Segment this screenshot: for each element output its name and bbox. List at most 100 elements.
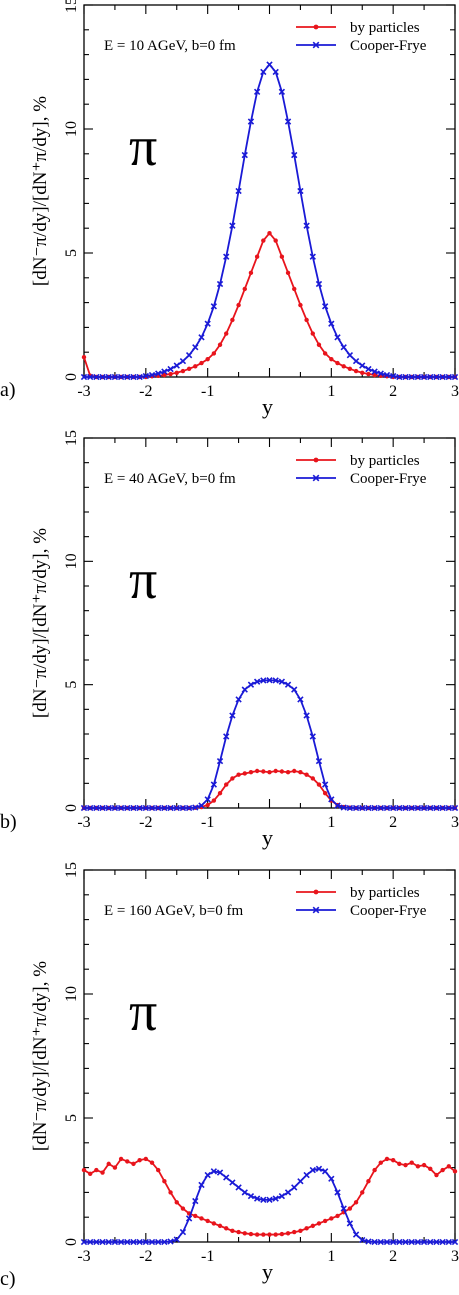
data-point [223,733,230,740]
data-point [383,371,391,379]
x-tick-label: 3 [451,1248,459,1265]
data-point [285,1231,291,1236]
data-point [390,1157,396,1163]
energy-annotation: E = 10 AGeV, b=0 fm [104,38,236,54]
data-point [445,804,452,812]
x-tick-label: 1 [327,383,335,400]
data-point [316,782,322,787]
data-point [173,362,180,369]
data-point [87,1238,94,1246]
data-point [192,1197,199,1205]
data-point [105,804,112,812]
series-line [83,1157,456,1236]
panel-label: a) [0,379,16,401]
data-point [224,782,229,787]
data-point [309,1166,316,1174]
data-point [80,1238,88,1246]
data-point [310,331,315,336]
y-tick-label: 0 [63,1238,80,1246]
data-point [93,804,100,812]
data-point [217,1223,223,1229]
data-point [414,804,422,812]
data-point [377,370,384,377]
data-point [112,1165,118,1170]
data-point [173,1236,180,1243]
data-point [136,1238,143,1246]
data-point [179,357,187,365]
chart-panel-1: -3 -2 -1 1 2 3 0 5 10 15 [dN⁻π/dy]/[dN⁺π/dy], % y a)… [0,0,459,419]
data-point [260,677,267,684]
particle-symbol: π [129,549,157,611]
data-point [267,230,272,236]
data-point [247,1192,255,1200]
data-point [235,696,242,703]
data-point [236,302,241,308]
data-point [304,772,309,777]
data-point [248,270,254,276]
data-point [335,360,340,366]
data-point [161,368,168,375]
data-point [297,187,304,195]
data-point [415,1164,421,1169]
y-tick-label: 15 [63,862,80,878]
y-tick-label: 0 [63,804,80,812]
legend-label: Cooper-Frye [350,471,427,487]
data-point [340,1205,347,1212]
data-point [253,88,261,95]
data-point [143,1156,149,1162]
data-point [316,342,322,347]
data-point [174,1200,179,1205]
data-point [334,1189,341,1196]
data-point [279,254,285,259]
data-point [180,1206,186,1211]
data-point [304,1226,309,1231]
data-point [451,1238,459,1246]
data-point [359,362,366,369]
data-point [366,1179,371,1184]
data-point [303,1171,310,1179]
data-point [445,373,452,381]
data-point [267,1232,272,1237]
panel-label: c) [0,1268,16,1290]
data-point [266,61,273,68]
data-point [421,1162,427,1168]
data-point [205,802,210,808]
data-point [284,681,292,688]
data-point [229,222,236,229]
data-point [155,804,162,812]
data-point [292,768,297,774]
data-point [297,696,304,703]
data-point [273,238,278,243]
data-point [365,804,372,812]
data-point [161,1238,168,1246]
data-point [93,1238,100,1246]
data-point [383,1238,391,1246]
data-point [273,768,278,774]
y-tick-label: 10 [63,553,80,569]
data-point [298,1228,303,1234]
data-point [124,373,131,381]
data-point [162,372,167,378]
data-point [229,712,236,719]
data-point [383,804,391,812]
data-point [377,804,384,812]
data-point [310,776,315,781]
data-point [433,373,440,381]
y-tick-label: 15 [63,430,80,446]
x-tick-label: 1 [327,1248,335,1265]
data-point [117,1238,125,1246]
data-point [161,804,168,812]
y-tick-label: 10 [63,986,80,1002]
data-point [445,1238,452,1246]
data-point [204,796,211,803]
series-line [84,679,455,809]
x-tick-label: 3 [451,814,459,831]
data-point [87,804,94,812]
particle-symbol: π [129,981,157,1043]
data-point [409,1160,414,1165]
x-axis-label: y [262,825,273,850]
data-point [365,1238,372,1245]
data-point [148,804,156,812]
data-point [204,1171,211,1179]
data-point [173,804,180,812]
